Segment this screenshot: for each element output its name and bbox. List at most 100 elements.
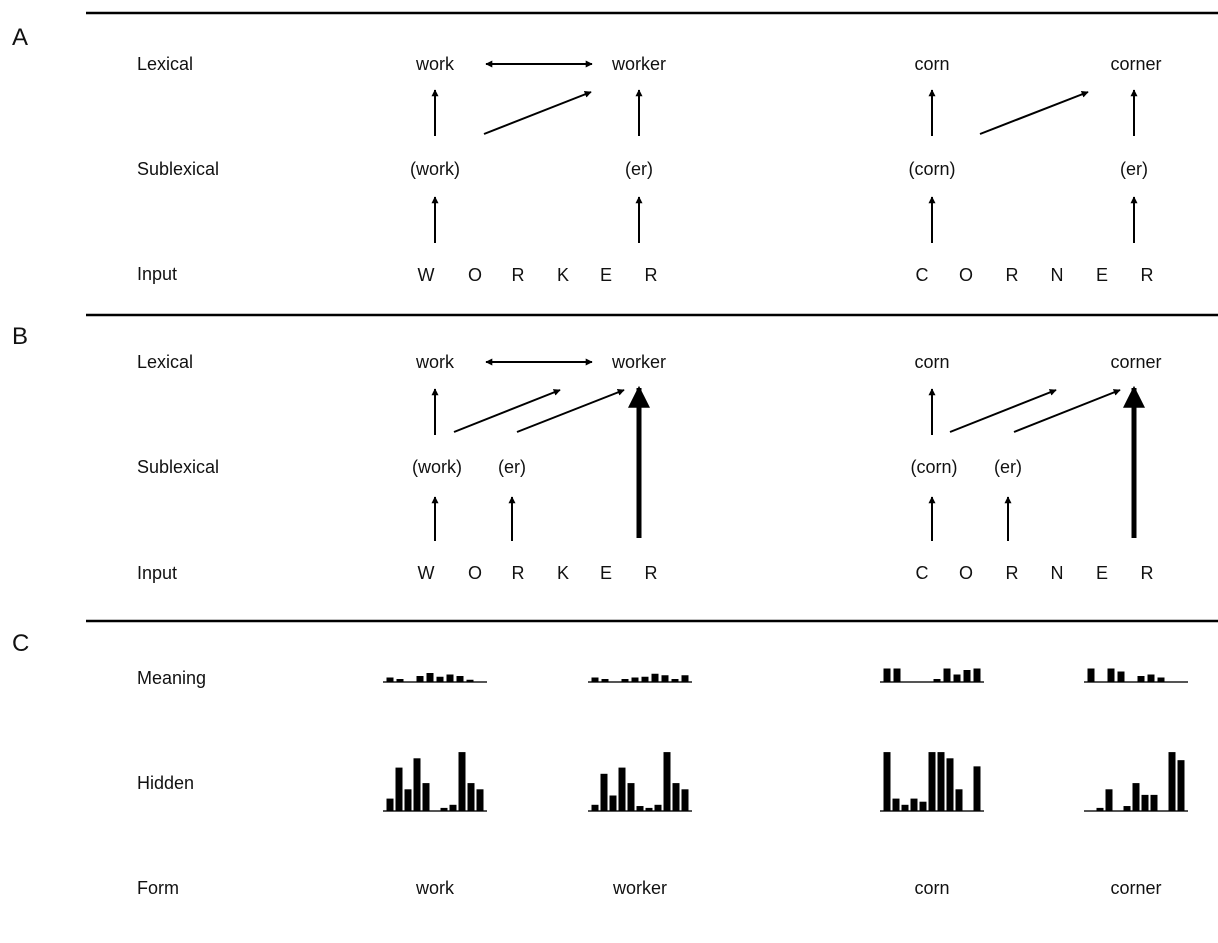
input-letter: O [958, 563, 974, 583]
sublexical-node: (work) [410, 159, 460, 179]
hidden-unit-bar [901, 804, 909, 811]
level-label-meaning: Meaning [137, 668, 207, 688]
meaning-unit-bar [1117, 671, 1125, 682]
meaning-unit-bar [963, 670, 971, 682]
hidden-unit-bar [1123, 806, 1131, 811]
activation-patterns [383, 668, 1188, 812]
meaning-unit-bar [933, 679, 941, 682]
hidden-unit-bar [928, 752, 936, 811]
sublexical-node: (er) [994, 457, 1022, 477]
lexical-node: corner [1110, 54, 1162, 74]
panel-b-arrows [431, 358, 1145, 541]
hidden-unit-bar [973, 766, 981, 811]
hidden-unit-bar [645, 807, 653, 811]
hidden-unit-bar [600, 773, 608, 811]
hidden-unit-bar [672, 783, 680, 811]
meaning-unit-bar [641, 676, 649, 682]
meaning-unit-bar [601, 679, 609, 682]
meaning-unit-bar [621, 679, 629, 682]
lexical-node: worker [611, 352, 667, 372]
hidden-unit-bar [440, 807, 448, 811]
hidden-unit-bar [395, 767, 403, 811]
sublexical-node: (er) [498, 457, 526, 477]
meaning-unit-bar [1137, 676, 1145, 682]
hidden-unit-bar [476, 789, 484, 811]
hidden-unit-bar [946, 758, 954, 811]
hidden-unit-bar [467, 783, 475, 811]
hidden-unit-bar [1168, 752, 1176, 811]
hidden-unit-bar [422, 783, 430, 811]
meaning-unit-bar [1087, 668, 1095, 682]
meaning-unit-bar [466, 679, 474, 682]
hidden-unit-bar [449, 804, 457, 811]
panel-b-letter: B [12, 323, 29, 350]
hidden-unit-bar [892, 798, 900, 811]
meaning-unit-bar [681, 675, 689, 682]
input-letter: W [417, 265, 435, 285]
form-word: worker [612, 878, 668, 898]
lexical-node: corn [914, 54, 950, 74]
lexical-node: corner [1110, 352, 1162, 372]
meaning-unit-bar [671, 679, 679, 682]
hidden-unit-bar [609, 795, 617, 811]
input-letter: C [915, 563, 929, 583]
meaning-unit-bar [943, 668, 951, 682]
meaning-unit-bar [1147, 674, 1155, 682]
input-letter: N [1050, 563, 1064, 583]
lexical-node: worker [611, 54, 667, 74]
input-letter: O [467, 265, 483, 285]
hidden-unit-bar [636, 806, 644, 811]
input-letter: E [599, 265, 613, 285]
hidden-unit-bar [627, 783, 635, 811]
input-letter: K [556, 265, 570, 285]
sublexical-node: (er) [1120, 159, 1148, 179]
hidden-unit-bar [663, 752, 671, 811]
hidden-unit-bar [681, 789, 689, 811]
input-letter: E [1095, 563, 1109, 583]
hidden-unit-bar [591, 804, 599, 811]
hidden-unit-bar [404, 789, 412, 811]
meaning-unit-bar [426, 673, 434, 682]
meaning-unit-bar [436, 676, 444, 682]
form-word: work [415, 878, 455, 898]
input-letter: W [417, 563, 435, 583]
sublexical-node: (corn) [908, 159, 956, 179]
level-label-lexical: Lexical [137, 54, 194, 74]
meaning-unit-bar [1107, 668, 1115, 682]
hidden-unit-bar [919, 801, 927, 811]
input-letter: R [1140, 563, 1154, 583]
meaning-unit-bar [416, 676, 424, 682]
meaning-unit-bar [883, 668, 891, 682]
meaning-unit-bar [456, 676, 464, 682]
sublexical-node: (corn) [910, 457, 958, 477]
hidden-unit-bar [937, 752, 945, 811]
meaning-unit-bar [386, 677, 394, 682]
hidden-unit-bar [1141, 794, 1149, 811]
input-letter: R [1005, 563, 1019, 583]
input-letter: R [511, 563, 525, 583]
meaning-unit-bar [446, 674, 454, 682]
input-letter: N [1050, 265, 1064, 285]
input-letter: R [644, 563, 658, 583]
lexical-node: work [415, 54, 455, 74]
meaning-unit-bar [953, 674, 961, 682]
hidden-unit-bar [910, 798, 918, 811]
input-letter: R [1005, 265, 1019, 285]
hidden-unit-bar [955, 789, 963, 811]
hidden-unit-bar [1132, 783, 1140, 811]
level-label-lexical: Lexical [137, 352, 194, 372]
hidden-unit-bar [1150, 794, 1158, 811]
hidden-unit-bar [1105, 789, 1113, 811]
input-letter: K [556, 563, 570, 583]
hidden-unit-bar [618, 767, 626, 811]
level-label-input: Input [137, 264, 178, 284]
hidden-unit-bar [386, 798, 394, 811]
input-letter: O [958, 265, 974, 285]
hidden-unit-bar [1177, 760, 1185, 811]
input-letter: O [467, 563, 483, 583]
form-word: corn [914, 878, 950, 898]
input-letter: R [1140, 265, 1154, 285]
panel-c-letter: C [12, 630, 30, 657]
level-label-hidden: Hidden [137, 773, 195, 793]
meaning-unit-bar [396, 679, 404, 682]
